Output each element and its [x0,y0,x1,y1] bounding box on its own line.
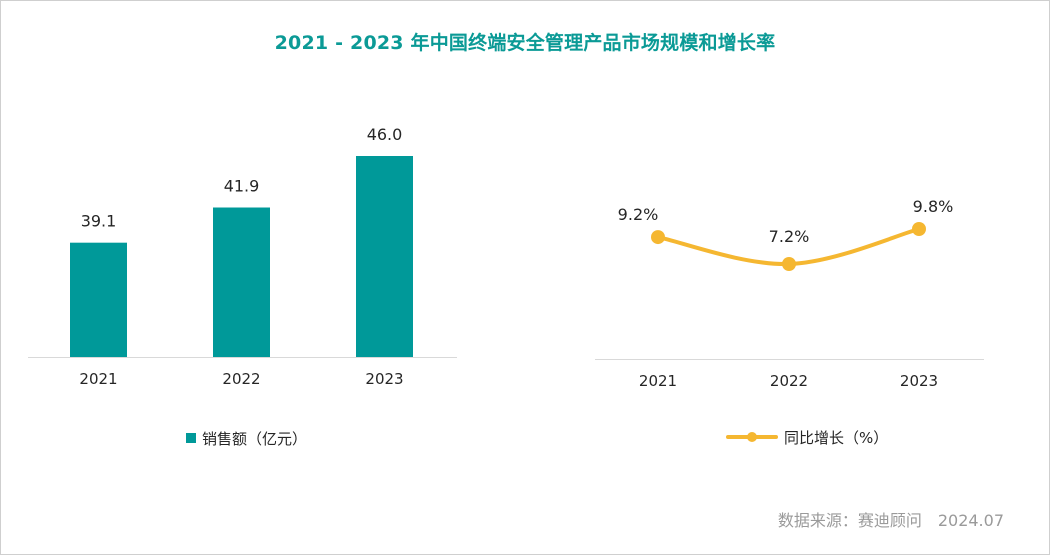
line-point-2023 [912,222,926,236]
bar-value-label: 46.0 [367,125,403,144]
line-x-tick-label: 2021 [639,372,677,390]
line-value-label: 7.2% [769,227,810,246]
bar-2023 [356,156,413,357]
bar-value-label: 41.9 [224,177,260,196]
line-chart: 9.2% 7.2% 9.8% 2021 2022 2023 同比增长（%） [595,197,984,447]
bar-2022 [213,207,270,357]
line-legend-label: 同比增长（%） [784,429,888,447]
bar-x-tick-label: 2022 [222,370,260,388]
line-legend: 同比增长（%） [726,429,888,447]
line-value-label: 9.8% [913,197,954,216]
line-x-tick-label: 2023 [900,372,938,390]
data-source-note: 数据来源：赛迪顾问 2024.07 [777,511,1004,530]
chart-title: 2021 - 2023 年中国终端安全管理产品市场规模和增长率 [274,32,776,54]
bar-legend: 销售额（亿元） [186,430,307,448]
line-point-2021 [651,230,665,245]
line-value-label: 9.2% [618,205,659,224]
bar-legend-swatch [186,433,196,443]
bar-chart: 39.1 41.9 46.0 2021 2022 2023 销售额（亿元） [28,125,457,448]
bar-x-tick-label: 2023 [365,370,403,388]
line-legend-marker [747,432,757,442]
line-x-tick-label: 2022 [770,372,808,390]
bar-value-label: 39.1 [81,212,117,231]
bar-2021 [70,242,127,357]
bar-x-tick-label: 2021 [79,370,117,388]
bar-legend-label: 销售额（亿元） [202,430,307,448]
line-point-2022 [782,257,796,271]
